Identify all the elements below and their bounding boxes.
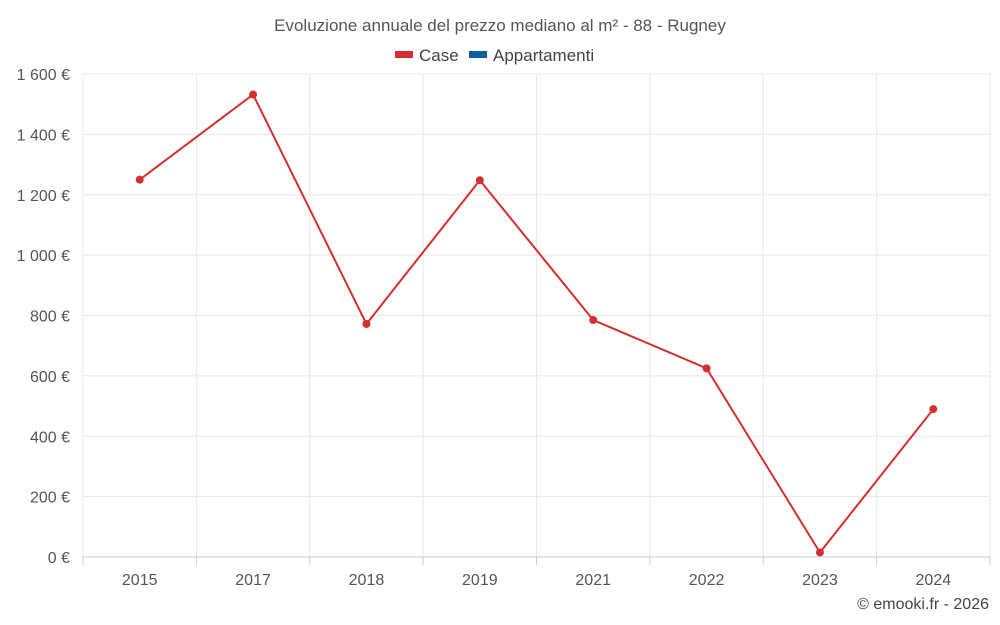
- y-tick-label: 1 200 €: [17, 188, 70, 205]
- legend-label-case[interactable]: Case: [419, 46, 459, 65]
- data-point[interactable]: [135, 175, 144, 184]
- x-tick-label: 2015: [122, 572, 158, 589]
- x-tick-label: 2018: [349, 572, 385, 589]
- legend-swatch-appartamenti: [469, 51, 487, 58]
- chart-title: Evoluzione annuale del prezzo mediano al…: [274, 16, 726, 35]
- data-point[interactable]: [815, 548, 824, 557]
- x-axis: 2015 2017 2018 2019 2021 2022 2023 2024: [82, 556, 991, 589]
- legend: Case Appartamenti: [395, 46, 594, 65]
- data-point[interactable]: [362, 319, 371, 328]
- data-point[interactable]: [249, 90, 258, 99]
- data-point[interactable]: [589, 316, 598, 325]
- legend-swatch-case: [395, 51, 413, 58]
- x-tick-label: 2023: [802, 572, 838, 589]
- x-tick-label: 2017: [235, 572, 271, 589]
- y-tick-label: 200 €: [30, 490, 70, 507]
- y-tick-label: 1 600 €: [17, 67, 70, 84]
- gridlines: [82, 73, 991, 558]
- legend-label-appartamenti[interactable]: Appartamenti: [493, 46, 594, 65]
- y-tick-label: 1 400 €: [17, 127, 70, 144]
- credit-text: © emooki.fr - 2026: [857, 596, 989, 613]
- x-tick-label: 2022: [689, 572, 725, 589]
- y-tick-label: 800 €: [30, 309, 70, 326]
- x-tick-label: 2024: [916, 572, 952, 589]
- y-tick-label: 1 000 €: [17, 248, 70, 265]
- y-tick-label: 0 €: [48, 550, 70, 567]
- data-point[interactable]: [702, 364, 711, 373]
- y-axis: 0 € 200 € 400 € 600 € 800 € 1 000 € 1 200 € 1 4…: [17, 67, 70, 567]
- series-line: [139, 93, 935, 554]
- y-tick-label: 600 €: [30, 369, 70, 386]
- data-point[interactable]: [475, 176, 484, 185]
- data-point[interactable]: [929, 405, 938, 414]
- series-layer: [135, 90, 938, 557]
- x-tick-label: 2019: [462, 572, 498, 589]
- x-tick-label: 2021: [575, 572, 611, 589]
- y-tick-label: 400 €: [30, 429, 70, 446]
